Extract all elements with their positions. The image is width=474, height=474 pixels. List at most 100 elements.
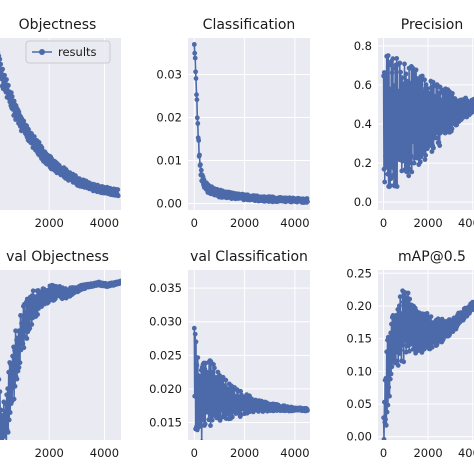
data-point [35, 312, 40, 317]
data-point [422, 77, 427, 83]
x-tick-label: 2000 [413, 446, 442, 460]
data-point [19, 321, 24, 326]
data-point [195, 355, 201, 360]
data-point [11, 396, 17, 402]
data-point [26, 298, 32, 304]
data-point [12, 348, 17, 353]
subplot-6: mAP@0.5 0 2000 4000 0.00 0.05 0.10 0.15 0.20 0.25 [346, 249, 474, 460]
y-tick-label: 0.01 [156, 154, 182, 168]
data-point [192, 50, 198, 56]
data-point [387, 335, 393, 341]
data-point [436, 91, 442, 96]
data-point [406, 348, 412, 354]
data-point [385, 171, 391, 177]
y-tick-label: 0.05 [346, 397, 372, 411]
data-point [408, 153, 414, 159]
subplot-title: Classification [203, 17, 296, 33]
data-point [429, 149, 435, 155]
data-point [2, 409, 8, 414]
data-point [17, 328, 22, 333]
data-point [20, 341, 26, 347]
x-tick-label: 0 [380, 216, 387, 230]
data-point [394, 56, 400, 61]
data-point [6, 369, 12, 375]
data-point [0, 56, 3, 62]
data-point [428, 314, 434, 319]
y-tick-label: 0.2 [354, 156, 372, 170]
data-point [0, 61, 4, 67]
data-point [384, 409, 390, 415]
data-point [197, 421, 203, 427]
data-point [5, 386, 11, 392]
legend-box [25, 40, 111, 64]
data-point [389, 151, 395, 157]
data-point [413, 67, 419, 73]
y-tick-label: 0.015 [149, 416, 182, 430]
data-point [383, 375, 389, 381]
legend: results [25, 40, 111, 64]
data-point [198, 378, 203, 384]
data-point [192, 55, 198, 61]
data-point [398, 69, 403, 75]
data-point [433, 94, 438, 99]
data-point [389, 364, 395, 370]
data-point [450, 91, 455, 96]
y-tick-label: 0.035 [149, 281, 182, 295]
data-point [21, 118, 27, 124]
data-point [393, 358, 399, 364]
data-point [382, 179, 388, 185]
x-tick-label: 2000 [230, 216, 259, 230]
x-tick-label: 4000 [90, 446, 119, 460]
series-group [191, 325, 310, 440]
data-point [397, 60, 403, 66]
y-tick-label: 0.25 [346, 266, 372, 280]
data-point [419, 73, 425, 79]
data-point [423, 152, 429, 158]
data-point [406, 173, 412, 179]
data-point [29, 322, 35, 327]
data-point [390, 165, 395, 171]
data-point [400, 342, 406, 347]
subplot-4: val Objectness020004000 [0, 249, 121, 460]
data-point [424, 311, 430, 316]
data-point [198, 167, 204, 173]
data-point [428, 130, 434, 136]
data-point [197, 375, 202, 380]
data-point [11, 344, 16, 350]
x-tick-label: 4000 [280, 216, 309, 230]
data-point [386, 62, 392, 68]
data-point [238, 388, 244, 394]
data-point [0, 377, 2, 382]
y-tick-label: 0.03 [156, 68, 182, 82]
data-point [209, 417, 215, 423]
data-point [407, 160, 413, 166]
data-point [8, 90, 14, 95]
data-point [427, 139, 432, 144]
subplot-3: Precision 0 2000 4000 0.0 0.2 0.4 0.6 0.8 [354, 17, 474, 230]
data-point [416, 80, 422, 86]
y-tick-label: 0.00 [346, 430, 372, 444]
series-group [381, 53, 474, 190]
data-point [2, 72, 7, 78]
data-point [411, 139, 416, 145]
data-point [12, 383, 18, 389]
data-point [401, 150, 407, 156]
subplot-title: Objectness [19, 17, 97, 33]
data-point [392, 323, 397, 328]
data-point [217, 418, 223, 423]
data-point [200, 417, 206, 423]
data-point [305, 408, 310, 413]
data-point [385, 53, 391, 58]
data-point [383, 153, 388, 159]
data-point [397, 294, 403, 300]
data-point [9, 365, 15, 371]
y-tick-label: 0.15 [346, 332, 372, 346]
data-point [384, 158, 390, 163]
data-point [193, 339, 199, 345]
data-point [36, 140, 42, 145]
data-point [403, 71, 409, 77]
data-point [408, 82, 413, 87]
data-point [419, 137, 425, 143]
y-tick-label: 0.0 [354, 195, 372, 209]
data-point [421, 346, 427, 352]
